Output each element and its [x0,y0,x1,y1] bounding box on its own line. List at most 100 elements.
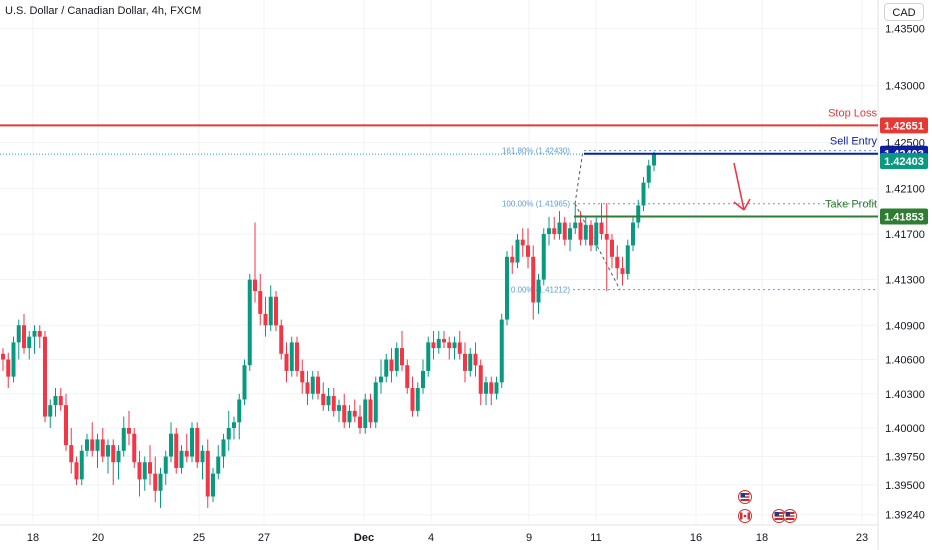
candle [37,325,42,349]
candle [573,205,578,234]
ca-flag-icon[interactable] [738,509,752,523]
candle [610,233,614,269]
candle [132,427,137,468]
candle [247,273,252,371]
y-tick-label: 1.42100 [885,183,925,195]
x-tick-label: 9 [526,532,532,544]
y-tick-label: 1.40600 [885,355,925,367]
x-tick-label: 23 [856,532,868,544]
candle [442,330,446,349]
fib-label: 0.00% (1.41212) [511,286,570,295]
candle [631,216,635,252]
y-tick-label: 1.43500 [885,24,925,36]
candle [284,342,289,383]
candle [394,342,399,377]
candle [127,410,131,446]
candle [95,433,100,468]
candle [300,359,305,394]
x-tick-label: 4 [428,532,434,544]
candle [32,325,37,354]
candle [358,405,362,434]
candle [184,433,189,463]
candle [499,313,504,389]
candle [48,399,53,428]
candle [190,422,194,463]
candle [237,393,242,440]
candle [11,336,16,383]
candle [384,353,389,383]
level-price-label: 1.42651 [884,120,924,132]
candle [85,433,89,457]
candle [515,233,520,269]
level-price-label: 1.41853 [884,212,924,224]
candle [258,273,263,326]
candle [625,239,630,280]
candle [457,330,462,360]
candle [531,245,536,320]
candle [274,291,278,331]
y-tick-label: 1.40000 [885,423,925,435]
x-tick-label: 18 [756,532,768,544]
candle [179,445,184,474]
candle [405,359,410,394]
candle [305,370,310,406]
candle [169,422,173,463]
candle [520,228,525,257]
candle [604,203,609,292]
candle [410,376,415,417]
candle [253,222,257,303]
candle [505,251,509,326]
candle [100,427,105,463]
y-tick-label: 1.39240 [885,510,925,522]
candle [562,216,567,246]
x-tick-label: Dec [354,532,374,544]
candle [216,445,221,480]
y-tick-label: 1.42500 [885,138,925,150]
us-flag-icon[interactable] [738,490,752,504]
candle [652,151,656,172]
candle [641,176,646,212]
candle [211,467,215,503]
level-name-label: Stop Loss [828,107,877,119]
candle [331,388,336,417]
candle [106,439,110,474]
candle [137,450,142,497]
us-flag-icon[interactable] [783,509,797,523]
candle [295,336,299,377]
candle [473,342,478,377]
down-arrow-annotation [733,162,751,211]
candle [568,222,572,252]
x-tick-label: 27 [258,532,270,544]
candle [583,216,588,246]
candle [463,342,467,383]
currency-selector[interactable]: CAD [884,3,924,21]
candle [426,336,431,377]
candle [510,245,515,274]
candle [484,376,488,406]
y-tick-label: 1.39500 [885,480,925,492]
candle [352,399,357,423]
x-tick-label: 18 [27,532,39,544]
candle [342,393,347,428]
y-tick-label: 1.40900 [885,320,925,332]
candle [158,467,163,508]
level-name-label: Take Profit [825,199,877,211]
fib-trend-line [574,150,584,204]
candle [195,422,200,468]
candle [43,330,47,423]
level-name-label: Sell Entry [830,136,878,148]
candle [594,216,599,252]
candle [368,393,373,428]
candle [226,410,231,451]
candle [200,445,205,480]
candle [1,348,5,371]
candle [589,220,593,252]
candle [6,352,11,389]
candle [205,439,210,508]
chart-title: U.S. Dollar / Canadian Dollar, 4h, FXCM [5,5,202,17]
candle [620,256,625,286]
candle [452,336,457,360]
candle [310,370,315,400]
candle [389,348,394,383]
